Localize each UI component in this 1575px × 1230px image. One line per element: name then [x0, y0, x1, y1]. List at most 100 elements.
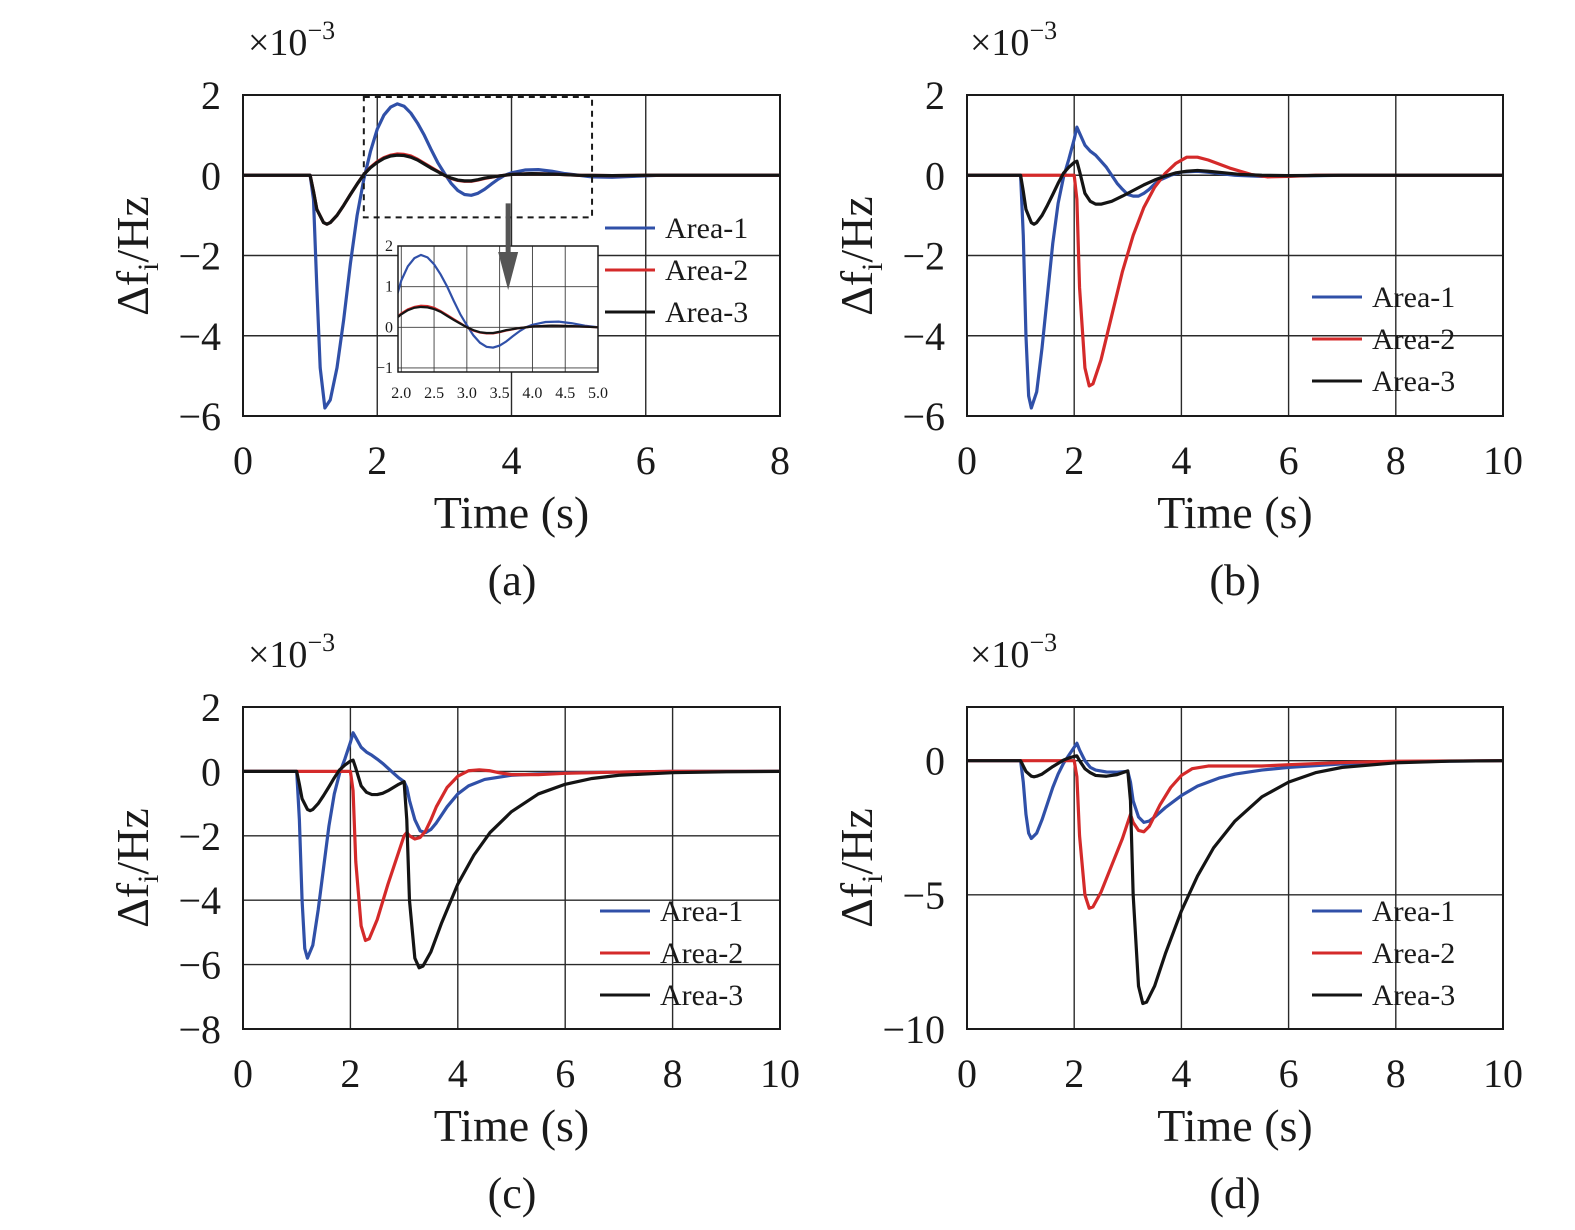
y-axis-label: Δfi/Hz [107, 196, 165, 316]
y-tick-label: −6 [178, 943, 221, 988]
y-tick-label: −10 [882, 1007, 945, 1052]
plot-frame [966, 94, 1504, 417]
y-tick-label: −4 [902, 314, 945, 359]
legend-label: Area-2 [1372, 937, 1455, 970]
inset-y-tick-label: 1 [385, 279, 393, 296]
inset-y-tick-label: 2 [385, 238, 393, 255]
legend-label: Area-3 [665, 296, 748, 329]
panel-caption: (c) [488, 1169, 537, 1218]
x-tick-label: 8 [1386, 438, 1406, 483]
legend-label: Area-3 [1372, 365, 1455, 398]
series-line-area-3 [967, 159, 1503, 226]
inset-x-tick-label: 4.5 [555, 385, 575, 402]
x-tick-label: 4 [1171, 1051, 1191, 1096]
y-tick-label: 2 [201, 685, 221, 730]
x-tick-label: 8 [663, 1051, 683, 1096]
y-tick-label: 0 [925, 153, 945, 198]
series-line-area-1 [243, 731, 780, 960]
x-axis-label: Time (s) [1157, 1100, 1313, 1151]
legend: Area-1 Area-2 Area-3 [605, 212, 748, 329]
zoom-arrow-head [498, 252, 519, 290]
x-axis-label: Time (s) [434, 1100, 590, 1151]
inset-zoom: 2.0 2.5 3.0 3.5 4.0 4.5 5.0 −1 0 1 2 [362, 96, 608, 402]
inset-y-tick-label: −1 [376, 360, 393, 377]
y-tick-label: −2 [178, 234, 221, 279]
axis-multiplier: ×10−3 [970, 628, 1057, 676]
x-tick-label: 0 [233, 438, 253, 483]
y-tick-label: −6 [902, 394, 945, 439]
y-tick-label: −4 [178, 314, 221, 359]
series-line-area-1 [243, 102, 780, 410]
legend-label: Area-3 [1372, 979, 1455, 1012]
series-line-area-3 [243, 758, 780, 970]
x-tick-label: 8 [1386, 1051, 1406, 1096]
x-tick-label: 2 [1064, 1051, 1084, 1096]
x-tick-label: 6 [1279, 1051, 1299, 1096]
legend: Area-1 Area-2 Area-3 [1312, 895, 1455, 1012]
legend-label: Area-1 [1372, 895, 1455, 928]
inset-y-tick-label: 0 [385, 319, 393, 336]
y-tick-label: 2 [201, 73, 221, 118]
series-line-area-2 [243, 768, 780, 943]
inset-x-tick-label: 2.0 [391, 385, 411, 402]
inset-x-tick-label: 4.0 [522, 385, 542, 402]
y-tick-label: 2 [925, 73, 945, 118]
x-axis-label: Time (s) [434, 487, 590, 538]
panel-caption: (d) [1209, 1169, 1260, 1218]
x-tick-label: 0 [957, 1051, 977, 1096]
inset-x-tick-label: 3.0 [457, 385, 477, 402]
panel-caption: (a) [488, 556, 537, 605]
chart-panel-b: 0 2 4 6 8 10 −6 −4 −2 0 2 Time (s) Δfi/Hz ×10−3 Area-1… [831, 16, 1523, 605]
y-tick-label: −5 [902, 873, 945, 918]
inset-background [398, 246, 598, 372]
plot-frame [242, 94, 781, 417]
legend-label: Area-2 [665, 254, 748, 287]
x-tick-label: 6 [636, 438, 656, 483]
inset-x-tick-label: 2.5 [424, 385, 444, 402]
y-tick-label: 0 [201, 749, 221, 794]
legend-label: Area-1 [660, 895, 743, 928]
x-tick-label: 8 [770, 438, 790, 483]
y-tick-label: −2 [902, 234, 945, 279]
series-line-area-2 [967, 759, 1503, 910]
x-tick-label: 2 [340, 1051, 360, 1096]
x-tick-label: 4 [1171, 438, 1191, 483]
y-tick-label: −6 [178, 394, 221, 439]
legend: Area-1 Area-2 Area-3 [1312, 281, 1455, 398]
legend-label: Area-2 [1372, 323, 1455, 356]
y-axis-label: Δfi/Hz [107, 808, 165, 928]
y-tick-label: 0 [925, 739, 945, 784]
x-tick-label: 10 [1483, 438, 1523, 483]
axis-multiplier: ×10−3 [970, 16, 1057, 64]
panel-caption: (b) [1209, 556, 1260, 605]
legend-label: Area-1 [665, 212, 748, 245]
inset-x-tick-label: 5.0 [588, 385, 608, 402]
chart-panel-c: 0 2 4 6 8 10 −8 −6 −4 −2 0 2 Time (s) Δfi/Hz ×10−3 Area… [107, 628, 800, 1218]
inset-frame [397, 245, 599, 373]
axis-multiplier: ×10−3 [248, 628, 335, 676]
inset-x-tick-label: 3.5 [490, 385, 510, 402]
x-tick-label: 10 [1483, 1051, 1523, 1096]
x-tick-label: 6 [555, 1051, 575, 1096]
zoom-region-box [362, 96, 594, 219]
x-tick-label: 6 [1279, 438, 1299, 483]
y-axis-label: Δfi/Hz [831, 808, 889, 928]
series-line-area-1 [967, 741, 1503, 841]
legend-label: Area-1 [1372, 281, 1455, 314]
x-tick-label: 2 [367, 438, 387, 483]
x-tick-label: 0 [957, 438, 977, 483]
x-tick-label: 0 [233, 1051, 253, 1096]
y-tick-label: 0 [201, 153, 221, 198]
x-tick-label: 2 [1064, 438, 1084, 483]
axis-multiplier: ×10−3 [248, 16, 335, 64]
y-axis-label: Δfi/Hz [831, 196, 889, 316]
x-tick-label: 4 [502, 438, 522, 483]
y-tick-label: −4 [178, 878, 221, 923]
y-tick-label: −2 [178, 814, 221, 859]
y-tick-label: −8 [178, 1007, 221, 1052]
x-axis-label: Time (s) [1157, 487, 1313, 538]
legend-label: Area-3 [660, 979, 743, 1012]
plot-frame [966, 706, 1504, 1030]
inset-series-line-area-1 [398, 253, 598, 349]
